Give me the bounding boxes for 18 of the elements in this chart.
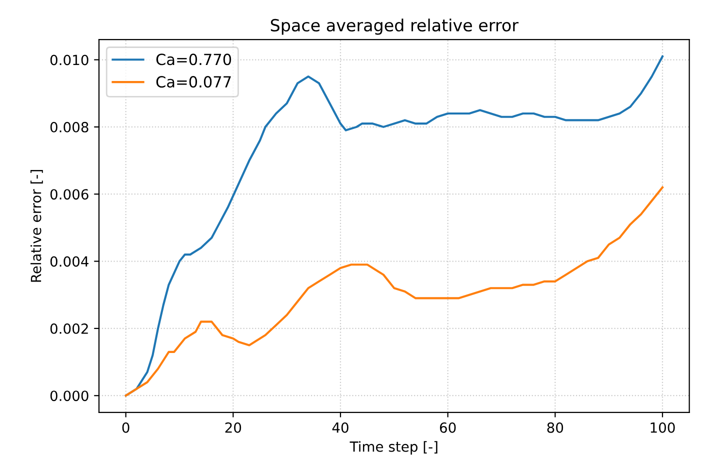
x-tick-label: 80 [547, 422, 564, 433]
legend-label: Ca=0.077 [156, 76, 231, 88]
y-tick-label: 0.004 [50, 256, 88, 267]
x-tick-label: 40 [332, 422, 348, 433]
x-axis-title: Time step [-] [350, 441, 438, 455]
line-series [124, 186, 664, 397]
chart-title: Space averaged relative error [270, 18, 518, 35]
y-tick-label: 0.010 [50, 54, 88, 66]
legend-label: Ca=0.770 [156, 54, 232, 66]
x-tick-label: 60 [440, 422, 456, 433]
y-axis-title: Relative error [-] [30, 170, 43, 282]
x-tick-label: 20 [225, 422, 242, 433]
y-tick-label: 0.000 [50, 390, 88, 402]
y-tick-label: 0.008 [50, 122, 88, 132]
x-tick-label: 0 [122, 422, 130, 433]
x-tick-label: 100 [650, 422, 675, 433]
y-tick-label: 0.002 [50, 323, 88, 334]
y-tick-label: 0.006 [50, 189, 88, 200]
